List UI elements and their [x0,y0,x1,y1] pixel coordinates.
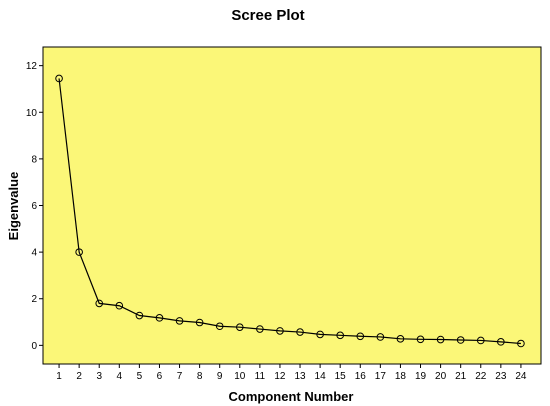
x-tick-label-15: 16 [355,371,367,382]
data-point-17 [376,333,385,341]
y-tick-label-5: 10 [26,108,38,119]
x-tick-label-10: 11 [255,371,266,382]
y-tick-label-4: 8 [31,154,37,165]
data-point-12 [276,327,284,335]
x-tick-label-8: 9 [217,371,223,382]
x-tick-label-19: 20 [435,371,447,382]
x-tick-label-21: 22 [475,371,487,382]
y-tick-label-3: 6 [31,201,37,212]
data-point-15 [336,331,344,340]
data-point-3 [95,299,104,308]
y-axis: 0 2 4 6 8 10 12 [26,61,43,352]
data-point-10 [235,323,244,331]
x-axis: 1 2 3 4 5 6 7 8 9 10 11 12 13 14 15 16 17 18 19 20 21 22 23 24 [56,364,527,382]
data-point-9 [215,322,224,331]
x-tick-label-14: 15 [335,371,347,382]
data-point-22 [476,336,485,345]
chart-title: Scree Plot [231,7,304,24]
data-point-4 [115,301,124,310]
x-tick-label-7: 8 [197,371,203,382]
data-point-6 [155,314,164,322]
x-tick-label-9: 10 [234,371,246,382]
data-point-13 [296,328,304,336]
x-tick-label-6: 7 [177,371,183,382]
data-point-19 [416,335,425,344]
x-tick-label-20: 21 [455,371,467,382]
data-point-21 [456,336,465,344]
data-point-7 [175,317,184,325]
y-tick-label-6: 12 [26,61,38,72]
data-point-20 [436,335,445,344]
data-point-5 [135,311,144,320]
x-tick-label-2: 3 [96,371,102,382]
eigenvalue-points [55,74,525,348]
x-tick-label-5: 6 [157,371,163,382]
x-tick-label-13: 14 [315,371,327,382]
x-tick-label-1: 2 [76,371,82,382]
x-tick-label-11: 12 [274,371,286,382]
y-axis-label: Eigenvalue [6,172,21,241]
x-tick-label-17: 18 [395,371,407,382]
data-point-8 [195,318,204,327]
data-point-16 [356,332,365,341]
plot-area [42,46,542,365]
x-axis-label: Component Number [229,389,354,404]
data-point-11 [256,325,264,333]
x-tick-label-18: 19 [415,371,427,382]
y-tick-label-0: 0 [31,341,37,352]
data-point-1 [55,74,63,83]
y-tick-label-2: 4 [31,248,37,259]
data-point-14 [316,330,324,339]
x-tick-label-4: 5 [137,371,143,382]
x-tick-label-0: 1 [56,371,62,382]
x-tick-label-12: 13 [294,371,306,382]
x-tick-label-3: 4 [117,371,123,382]
data-point-23 [497,338,505,346]
x-tick-label-16: 17 [375,371,387,382]
data-point-2 [75,248,83,256]
x-tick-label-22: 23 [495,371,507,382]
y-tick-label-1: 2 [31,294,37,305]
x-tick-label-23: 24 [515,371,527,382]
data-point-18 [396,335,405,343]
data-point-24 [517,339,525,348]
